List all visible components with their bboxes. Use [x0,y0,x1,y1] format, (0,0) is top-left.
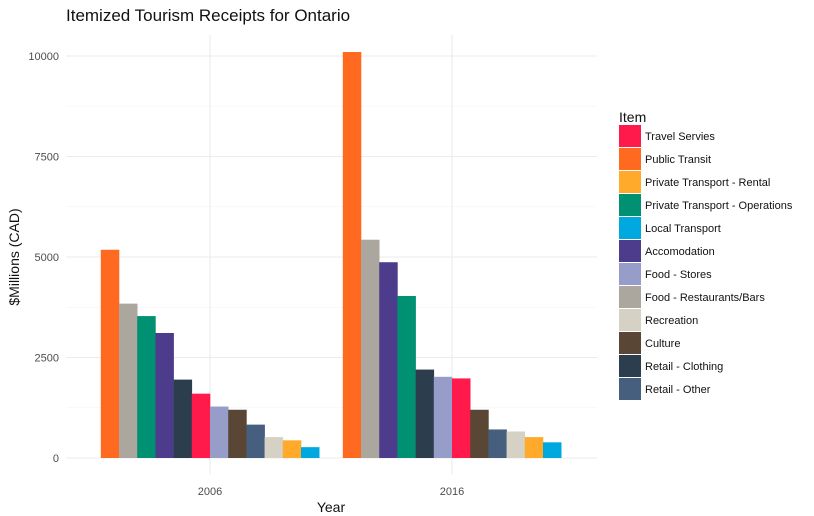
chart-title: Itemized Tourism Receipts for Ontario [66,6,350,25]
bar-2006-retail-other [246,424,265,458]
x-axis-title: Year [317,499,346,515]
bars [100,51,562,458]
legend-swatch [619,286,641,308]
bar-2006-travel-servies [191,393,211,458]
legend-label: Recreation [645,315,698,327]
bar-2016-private-transport-operations [397,295,416,458]
bar-2006-private-transport-operations [137,316,156,458]
legend-items: Travel Servies Public Transit Private Tran… [619,125,793,400]
bar-2006-retail-clothing [173,379,193,458]
bar-2006-food-stores [210,406,229,458]
legend-title: Item [619,109,646,125]
legend: Item Travel Servies Public Transit Private… [619,109,793,400]
y-tick-label: 2500 [35,353,59,365]
legend-swatch [619,194,641,216]
legend-label: Travel Servies [645,131,715,143]
x-tick-label: 2016 [440,486,464,498]
legend-swatch [619,332,641,354]
bar-2006-public-transit [100,249,120,458]
bar-2016-retail-other [488,429,507,458]
legend-label: Private Transport - Rental [645,177,770,189]
legend-swatch [619,263,641,285]
legend-swatch [619,309,641,331]
y-tick-label: 7500 [35,152,59,164]
legend-swatch [619,217,641,239]
y-axis-title: $Millions (CAD) [6,208,22,305]
y-tick-label: 10000 [28,51,59,63]
y-tick-label: 5000 [35,252,59,264]
bar-2006-private-transport-rental [282,440,302,458]
legend-label: Local Transport [645,223,721,235]
bar-2006-food-restaurants-bars [119,303,138,458]
legend-swatch [619,378,641,400]
legend-swatch [619,355,641,377]
bar-2016-retail-clothing [415,369,435,458]
legend-label: Retail - Clothing [645,361,723,373]
bar-2016-recreation [506,431,526,458]
x-tick-label: 2006 [198,486,222,498]
bar-2016-local-transport [543,442,562,458]
y-axis-ticks: 0 2500 5000 7500 10000 [28,51,59,465]
legend-swatch [619,125,641,147]
bar-2006-accomodation [155,332,174,458]
legend-label: Accomodation [645,246,715,258]
legend-label: Retail - Other [645,384,711,396]
legend-swatch [619,240,641,262]
bar-2006-local-transport [301,447,320,458]
legend-label: Public Transit [645,154,711,166]
bar-2006-culture [228,409,247,458]
legend-label: Food - Restaurants/Bars [645,292,765,304]
bar-2016-food-restaurants-bars [361,239,380,458]
bar-2016-culture [470,409,489,458]
legend-label: Private Transport - Operations [645,200,793,212]
bar-2016-public-transit [342,51,362,458]
bar-2006-recreation [264,437,284,458]
x-axis-ticks: 2006 2016 [198,486,464,498]
bar-2016-private-transport-rental [524,437,544,458]
legend-label: Culture [645,338,680,350]
plot-area: 0 2500 5000 7500 10000 2006 2016 [28,35,597,498]
bar-2016-travel-servies [452,378,471,458]
legend-swatch [619,171,641,193]
y-tick-label: 0 [53,453,59,465]
bar-2016-food-stores [433,376,453,458]
legend-swatch [619,148,641,170]
legend-label: Food - Stores [645,269,712,281]
bar-2016-accomodation [379,262,398,458]
